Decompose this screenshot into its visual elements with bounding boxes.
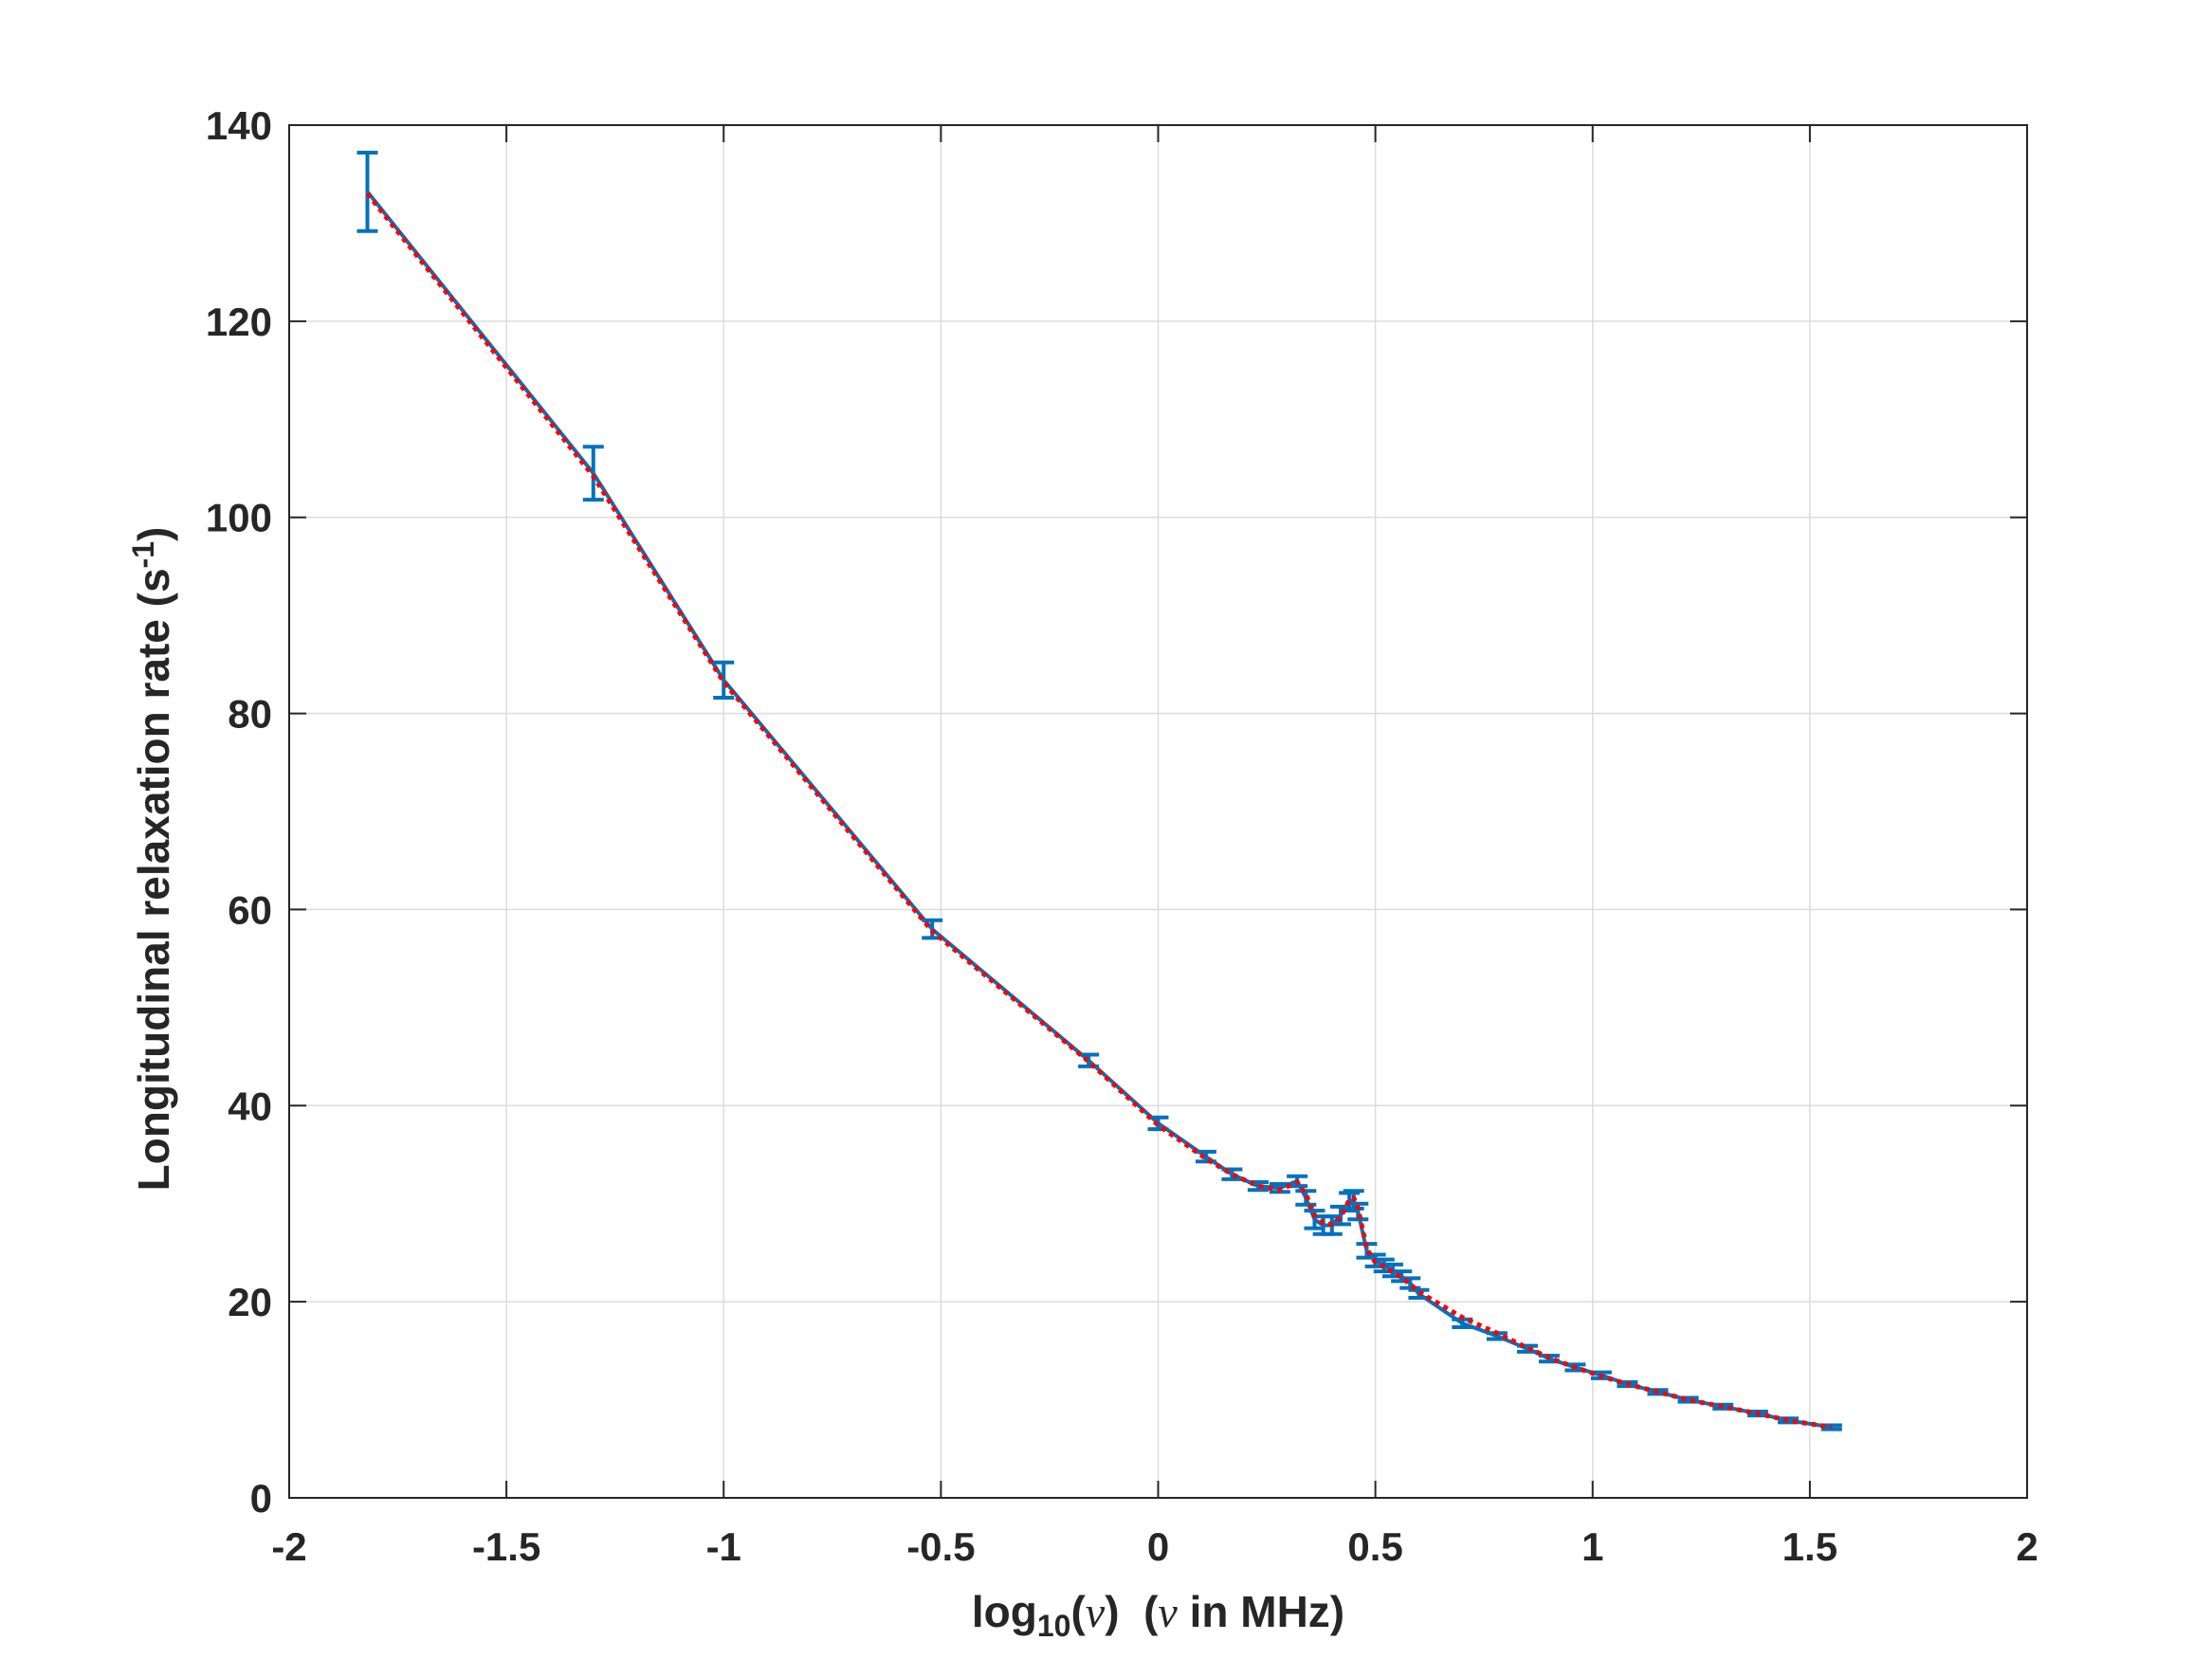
error-bar bbox=[356, 150, 378, 233]
error-bar bbox=[1677, 1395, 1699, 1404]
plot-series bbox=[356, 150, 1842, 1431]
x-tick-label: -2 bbox=[271, 1524, 306, 1569]
y-tick-label: 140 bbox=[206, 103, 272, 148]
error-bar bbox=[1195, 1149, 1216, 1164]
error-bar bbox=[713, 660, 735, 701]
x-tick-label: -1.5 bbox=[472, 1524, 540, 1569]
x-tick-label: 2 bbox=[2016, 1524, 2038, 1569]
y-tick-label: 20 bbox=[228, 1280, 272, 1324]
y-tick-label: 80 bbox=[228, 692, 272, 737]
error-bar bbox=[1078, 1052, 1100, 1068]
x-tick-label: 0 bbox=[1147, 1524, 1169, 1569]
y-tick-label: 40 bbox=[228, 1084, 272, 1128]
x-tick-label: 1.5 bbox=[1782, 1524, 1837, 1569]
y-axis-label: Longitudinal relaxation rate (s-1) bbox=[126, 527, 178, 1192]
series-line bbox=[365, 191, 1833, 1430]
x-tick-label: 0.5 bbox=[1347, 1524, 1402, 1569]
errorbar-series bbox=[356, 150, 1842, 1431]
x-tick-label: -0.5 bbox=[906, 1524, 975, 1569]
y-tick-label: 0 bbox=[250, 1476, 272, 1521]
x-tick-label: -1 bbox=[706, 1524, 741, 1569]
x-tick-label: 1 bbox=[1581, 1524, 1603, 1569]
x-axis-label: log10(ν) (ν in MHz) bbox=[972, 1587, 1344, 1643]
error-bar bbox=[582, 445, 604, 502]
error-bar bbox=[1399, 1276, 1421, 1290]
grid-lines bbox=[289, 125, 2027, 1498]
y-tick-label: 100 bbox=[206, 496, 272, 540]
fit-dotted-line bbox=[365, 191, 1833, 1430]
y-tick-label: 120 bbox=[206, 300, 272, 344]
y-tick-label: 60 bbox=[228, 887, 272, 932]
